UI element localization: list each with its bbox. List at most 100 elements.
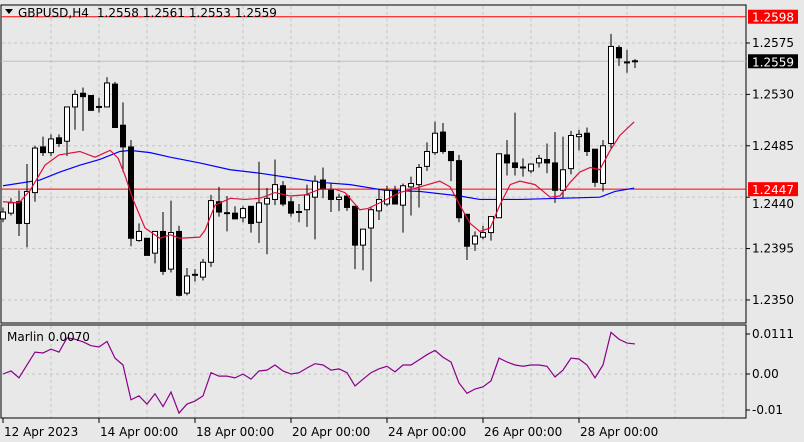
candle-bear: [144, 237, 150, 256]
candle-body: [136, 230, 142, 242]
candle-body: [240, 208, 246, 219]
candle-bull: [256, 161, 262, 243]
price-label: 1.2350: [752, 293, 794, 307]
triangle-down-icon[interactable]: [5, 9, 13, 14]
candle-bull: [416, 164, 422, 208]
candle-body: [496, 153, 502, 219]
candle-bear: [56, 134, 62, 147]
candle-bear: [80, 87, 86, 131]
time-label: 26 Apr 00:00: [484, 425, 562, 439]
candle-bull: [32, 145, 38, 202]
candle-bull: [208, 194, 214, 267]
candle-bear: [456, 154, 462, 223]
candle-bear: [328, 183, 334, 213]
candle-body: [480, 232, 486, 238]
candle-bear: [584, 127, 590, 157]
candle-body: [576, 133, 582, 138]
candle-body: [112, 83, 118, 129]
candle-body: [384, 189, 390, 205]
header-close: 1.2559: [235, 6, 277, 20]
candle-bear: [344, 193, 350, 211]
candle-bull: [384, 185, 390, 207]
candle-body: [440, 131, 446, 152]
candle-body: [456, 160, 462, 219]
candle-body: [264, 197, 270, 205]
candles: [0, 33, 638, 297]
candle-bear: [512, 112, 518, 176]
candle-body: [144, 237, 150, 256]
candle-bear: [552, 132, 558, 203]
candle-bear: [288, 197, 294, 217]
candle-body: [344, 195, 350, 208]
candle-bull: [240, 206, 246, 223]
time-label: 24 Apr 00:00: [388, 425, 466, 439]
time-label: 28 Apr 00:00: [580, 425, 658, 439]
candle-body: [216, 201, 222, 213]
time-label: 20 Apr 00:00: [292, 425, 370, 439]
marlin-line: [2, 331, 636, 415]
time-label: 14 Apr 00:00: [100, 425, 178, 439]
candle-body: [320, 179, 326, 190]
candle-bull: [568, 130, 574, 175]
indicator-axis-min: -0.01: [752, 403, 783, 417]
header-high: 1.2561: [143, 6, 185, 20]
candle-body: [584, 132, 590, 152]
indicator-window-frame: [0, 324, 747, 419]
price-label: 1.2530: [752, 87, 794, 101]
candle-bull: [528, 163, 534, 174]
candle-body: [400, 185, 406, 206]
candle-body: [176, 230, 182, 296]
candle-bear: [448, 150, 454, 182]
indicator-axis-max: 0.0111: [752, 327, 794, 341]
level-tag-upper: 1.2598: [748, 9, 798, 25]
candle-body: [64, 106, 70, 142]
candle-body: [336, 196, 342, 200]
candle-bull: [24, 164, 30, 248]
candle-bear: [248, 205, 254, 233]
candle-bear: [216, 186, 222, 217]
candle-body: [104, 82, 110, 108]
candle-body: [528, 163, 534, 172]
candle-bull: [632, 58, 638, 69]
candle-body: [504, 154, 510, 164]
candle-bull: [576, 129, 582, 151]
candle-bear: [40, 136, 46, 157]
candle-body: [232, 212, 238, 220]
candle-bear: [320, 167, 326, 199]
candle-body: [536, 157, 542, 164]
candle-body: [312, 180, 318, 198]
candle-body: [416, 166, 422, 186]
price-label: 1.2440: [752, 197, 794, 211]
candle-bear: [224, 196, 230, 232]
ma-slow-line: [2, 149, 635, 201]
candle-body: [48, 138, 54, 154]
candle-body: [432, 132, 438, 154]
price-label: 1.2485: [752, 139, 794, 153]
candle-bear: [616, 45, 622, 66]
candle-bear: [544, 143, 550, 174]
bid-tag: 1.2559: [748, 54, 798, 69]
chart-header: GBPUSD,H4 1.2558 1.2561 1.2553 1.2559: [18, 6, 277, 20]
candle-body: [552, 162, 558, 191]
candle-body: [120, 124, 126, 148]
candle-bull: [272, 159, 278, 206]
candle-body: [368, 209, 374, 229]
candle-body: [208, 200, 214, 263]
candle-bull: [64, 106, 70, 157]
candle-bull: [72, 89, 78, 130]
candle-body: [8, 202, 14, 214]
bid-tag-text: 1.2559: [752, 55, 794, 69]
candle-bear: [112, 81, 118, 129]
candle-body: [544, 158, 550, 164]
candle-body: [88, 95, 94, 111]
candle-bull: [624, 49, 630, 73]
candle-bear: [352, 205, 358, 270]
candle-body: [608, 45, 614, 144]
candle-bull: [376, 189, 382, 221]
candle-bull: [8, 198, 14, 216]
candle-bull: [104, 77, 110, 108]
candle-bear: [520, 158, 526, 177]
time-label: 12 Apr 2023: [4, 425, 78, 439]
candle-bear: [464, 213, 470, 260]
